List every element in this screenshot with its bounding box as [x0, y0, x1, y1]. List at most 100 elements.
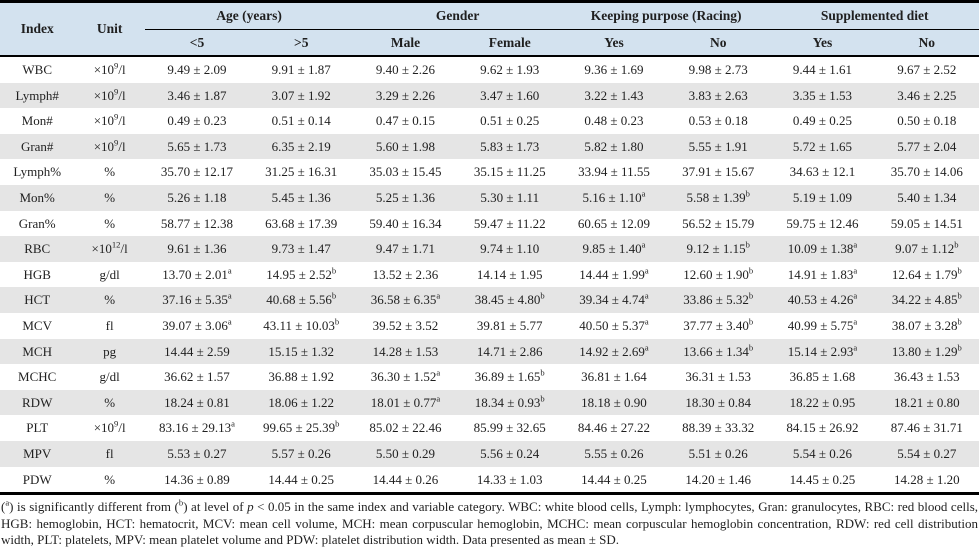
row-value: 39.81 ± 5.77 — [476, 317, 543, 333]
row-index-label: RBC — [24, 241, 51, 257]
table-row: RDW% 18.24 ± 0.81 18.06 ± 1.22 18.01 ± 0.77… — [0, 389, 979, 416]
row-index-label: PLT — [26, 420, 49, 436]
row-value: 5.58 ± 1.39b — [686, 188, 750, 205]
row-value: 39.07 ± 3.06a — [162, 316, 232, 333]
row-value: 15.15 ± 1.32 — [268, 343, 335, 359]
row-value: 56.52 ± 15.79 — [682, 215, 755, 231]
table-header: Index Unit Age (years) Gender Keeping pu… — [0, 1, 979, 57]
column-header-diet-no: No — [874, 29, 979, 57]
row-value: 15.14 ± 2.93a — [787, 342, 858, 359]
row-value: 35.15 ± 11.25 — [473, 164, 546, 180]
row-value: 14.44 ± 1.99a — [579, 265, 649, 282]
row-value: 37.91 ± 15.67 — [682, 164, 755, 180]
row-value: 31.25 ± 16.31 — [265, 164, 338, 180]
row-value: 35.70 ± 14.06 — [890, 164, 963, 180]
row-value: 43.11 ± 10.03b — [263, 316, 340, 333]
row-value: 9.36 ± 1.69 — [584, 62, 644, 78]
row-unit: ×109/l — [93, 137, 126, 154]
table-row: MCH pg 14.44 ± 2.59 15.15 ± 1.32 14.28 ± 1.5… — [0, 338, 979, 365]
row-index-label: Gran# — [20, 138, 54, 154]
row-value: 36.58 ± 6.35a — [370, 291, 441, 308]
row-value: 9.91 ± 1.87 — [271, 62, 331, 78]
row-value: 14.20 ± 1.46 — [685, 471, 752, 487]
row-unit: ×109/l — [93, 111, 126, 129]
row-value: 5.65 ± 1.73 — [167, 138, 227, 154]
row-value: 85.99 ± 32.65 — [473, 420, 546, 436]
row-value: 18.24 ± 0.81 — [164, 394, 230, 410]
table-body: WBC ×109/l 9.49 ± 2.09 9.91 ± 1.87 9.40 ± 2.… — [0, 56, 979, 494]
table-row: RBC ×1012/l 9.61 ± 1.36 9.73 ± 1.47 9.47 ± 1… — [0, 236, 979, 262]
row-value: 14.33 ± 1.03 — [476, 471, 543, 487]
row-value: 9.07 ± 1.12b — [895, 239, 959, 257]
row-value: 39.34 ± 4.74a — [579, 291, 649, 308]
row-index-label: RDW — [22, 394, 53, 410]
row-value: 35.70 ± 12.17 — [160, 164, 234, 180]
column-header-racing-yes: Yes — [561, 29, 667, 57]
row-value: 0.50 ± 0.18 — [897, 113, 957, 129]
row-value: 13.80 ± 1.29b — [891, 342, 962, 359]
table-row: MPV fl 5.53 ± 0.27 5.57 ± 0.26 5.50 ± 0.29 5.… — [0, 440, 979, 467]
row-value: 18.06 ± 1.22 — [268, 394, 335, 410]
row-value: 99.65 ± 25.39b — [263, 419, 340, 436]
row-value: 14.44 ± 0.25 — [581, 471, 647, 487]
row-value: 35.03 ± 15.45 — [369, 164, 442, 180]
row-value: 3.83 ± 2.63 — [688, 87, 748, 103]
row-value: 14.71 ± 2.86 — [476, 343, 543, 359]
row-value: 59.05 ± 14.51 — [890, 215, 963, 231]
row-value: 0.51 ± 0.14 — [271, 113, 331, 129]
row-value: 18.21 ± 0.80 — [893, 394, 960, 410]
row-value: 12.64 ± 1.79b — [891, 265, 962, 282]
column-header-age-over5: >5 — [249, 29, 354, 57]
row-value: 5.54 ± 0.26 — [792, 445, 853, 461]
row-value: 13.70 ± 2.01a — [162, 265, 232, 282]
table-row: Gran%% 58.77 ± 12.38 63.68 ± 17.39 59.40 ± … — [0, 211, 979, 237]
row-value: 59.75 ± 12.46 — [786, 215, 859, 231]
row-unit: ×1012/l — [91, 239, 128, 257]
table-row: WBC ×109/l 9.49 ± 2.09 9.91 ± 1.87 9.40 ± 2.… — [0, 56, 979, 83]
column-header-age-under5: <5 — [144, 29, 250, 57]
row-value: 3.35 ± 1.53 — [792, 87, 853, 103]
row-value: 9.47 ± 1.71 — [375, 241, 436, 257]
row-value: 5.60 ± 1.98 — [375, 138, 436, 154]
row-index-label: PDW — [22, 471, 52, 487]
row-value: 3.47 ± 1.60 — [480, 87, 540, 103]
row-value: 36.81 ± 1.64 — [581, 369, 647, 385]
row-value: 5.55 ± 1.91 — [688, 138, 748, 154]
row-value: 58.77 ± 12.38 — [160, 215, 234, 231]
row-unit: fl — [105, 317, 114, 333]
row-index-label: HGB — [23, 266, 51, 282]
row-value: 36.30 ± 1.52a — [370, 367, 441, 385]
row-value: 5.16 ± 1.10a — [582, 188, 646, 205]
row-value: 36.88 ± 1.92 — [268, 369, 335, 385]
row-value: 0.49 ± 0.25 — [792, 113, 853, 129]
row-value: 0.48 ± 0.23 — [584, 113, 644, 129]
row-value: 3.46 ± 2.25 — [897, 87, 957, 103]
row-value: 37.16 ± 5.35a — [162, 291, 232, 308]
row-value: 18.01 ± 0.77a — [370, 393, 441, 410]
table-row: Lymph# ×109/l 3.46 ± 1.87 3.07 ± 1.92 3.29 ±… — [0, 82, 979, 109]
row-value: 0.47 ± 0.15 — [375, 113, 436, 129]
column-header-female: Female — [457, 29, 562, 57]
row-unit: g/dl — [99, 266, 120, 282]
column-group-keeping-purpose: Keeping purpose (Racing) — [561, 1, 771, 30]
row-value: 5.55 ± 0.26 — [584, 445, 644, 461]
row-index-label: Mon% — [19, 190, 55, 205]
row-value: 83.16 ± 29.13a — [159, 419, 235, 436]
column-group-age: Age (years) — [144, 1, 354, 30]
row-value: 14.36 ± 0.89 — [164, 471, 230, 487]
column-header-unit: Unit — [74, 1, 145, 57]
column-header-diet-yes: Yes — [770, 29, 875, 57]
row-value: 36.85 ± 1.68 — [789, 369, 856, 385]
row-value: 33.94 ± 11.55 — [578, 164, 650, 180]
row-value: 14.14 ± 1.95 — [476, 266, 543, 282]
row-value: 5.82 ± 1.80 — [584, 138, 644, 154]
row-value: 14.91 ± 1.83a — [787, 265, 858, 282]
row-index-label: WBC — [22, 62, 52, 78]
row-value: 18.34 ± 0.93b — [474, 393, 545, 410]
row-value: 60.65 ± 12.09 — [577, 215, 651, 231]
row-value: 40.99 ± 5.75a — [787, 316, 858, 333]
row-value: 9.40 ± 2.26 — [375, 62, 436, 78]
column-group-supplemented-diet: Supplemented diet — [770, 1, 979, 30]
row-value: 5.51 ± 0.26 — [688, 445, 748, 461]
